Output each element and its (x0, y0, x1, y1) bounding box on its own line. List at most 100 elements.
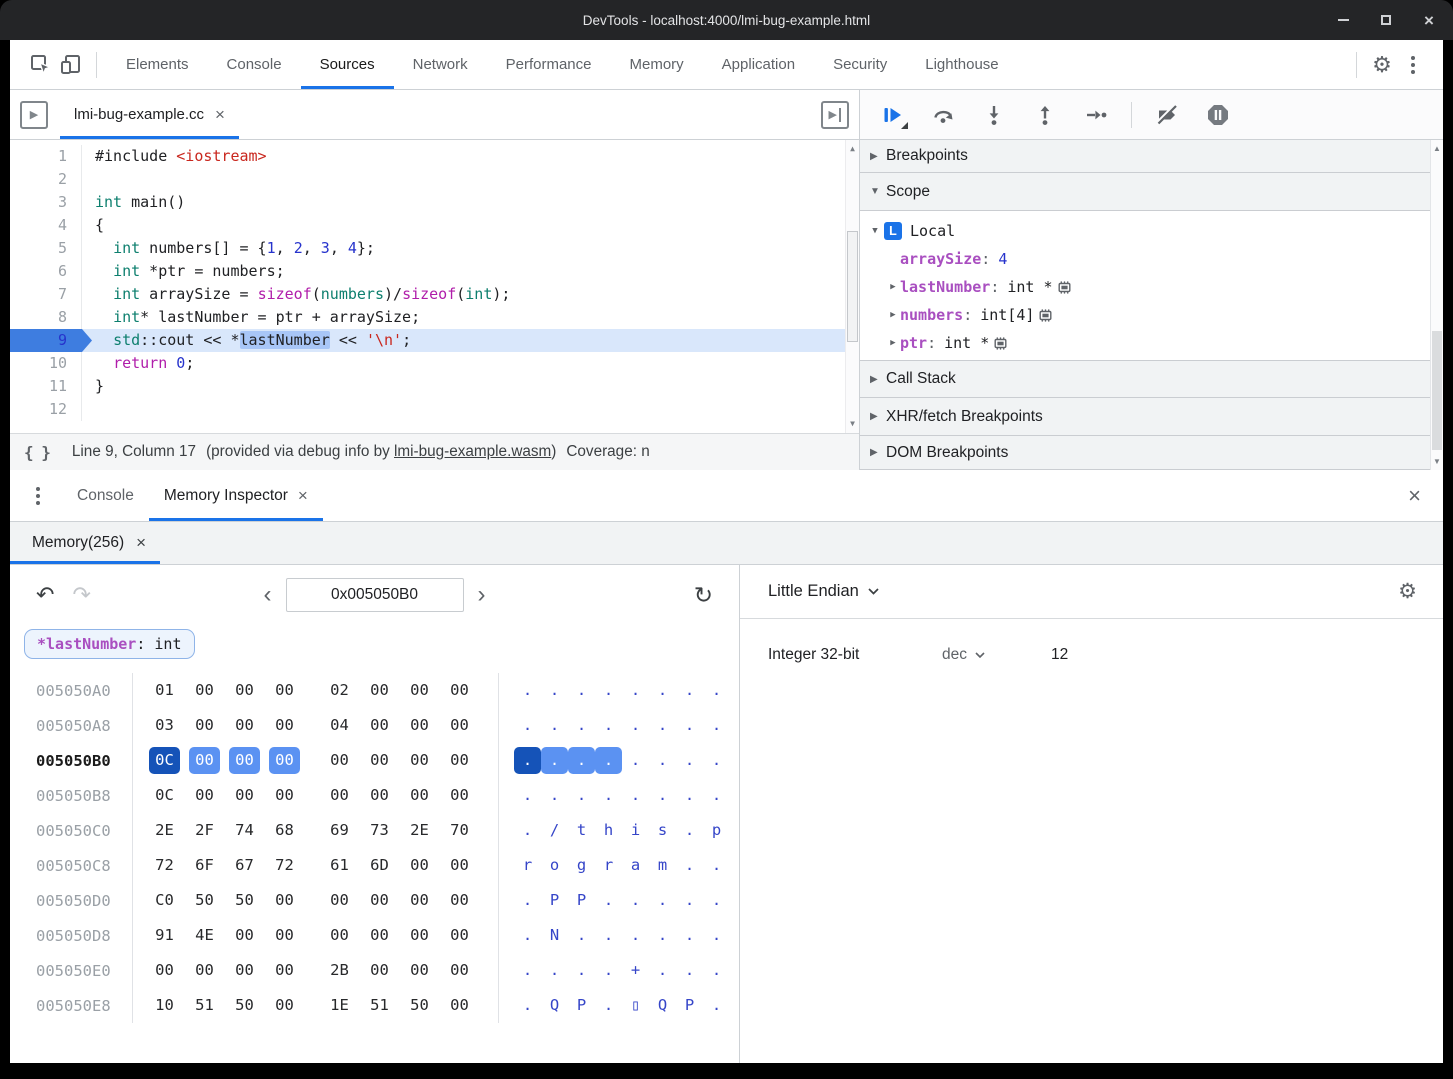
hex-byte[interactable]: 00 (275, 716, 294, 734)
sidebar-scrollbar-thumb[interactable] (1432, 331, 1442, 451)
highlight-chip[interactable]: *lastNumber: int (24, 629, 195, 659)
hex-byte[interactable]: 2B (330, 961, 349, 979)
hex-byte[interactable]: 00 (370, 786, 389, 804)
hex-byte[interactable]: 00 (269, 747, 300, 774)
hex-byte[interactable]: 00 (450, 751, 469, 769)
scroll-up-icon[interactable]: ▲ (1433, 144, 1441, 153)
line-number[interactable]: 8 (10, 306, 82, 329)
hex-byte[interactable]: 00 (370, 716, 389, 734)
endianness-select[interactable]: Little Endian (768, 582, 879, 601)
line-number[interactable]: 6 (10, 260, 82, 283)
inspect-element-button[interactable] (26, 50, 56, 80)
tab-close-icon[interactable]: × (297, 486, 308, 505)
panel-tab-network[interactable]: Network (412, 56, 468, 73)
hex-byte[interactable]: 00 (450, 856, 469, 874)
hex-byte[interactable]: 00 (195, 716, 214, 734)
hex-byte[interactable]: 01 (155, 681, 174, 699)
open-in-memory-inspector-icon[interactable] (1037, 308, 1054, 323)
panel-tab-application[interactable]: Application (721, 56, 796, 73)
expand-arrow-icon[interactable]: ▶ (890, 338, 896, 348)
window-close-button[interactable]: × (1424, 10, 1434, 30)
debugger-pane-toggle-icon[interactable]: ▶ (821, 100, 849, 129)
scope-variable-numbers[interactable]: ▶ numbers: int[4] (860, 301, 1443, 329)
hex-byte[interactable]: 02 (330, 681, 349, 699)
panel-tab-performance[interactable]: Performance (505, 56, 592, 73)
hex-byte[interactable]: 6D (370, 856, 389, 874)
section-scope[interactable]: ▼ Scope (860, 173, 1443, 211)
hex-byte[interactable]: 00 (410, 856, 429, 874)
line-number[interactable]: 2 (10, 168, 82, 191)
hex-byte[interactable]: 03 (155, 716, 174, 734)
previous-page-icon[interactable]: ‹ (263, 581, 272, 608)
hex-byte[interactable]: 00 (275, 681, 294, 699)
hex-byte[interactable]: 00 (195, 961, 214, 979)
hex-byte[interactable]: 00 (370, 926, 389, 944)
hex-byte[interactable]: 00 (275, 786, 294, 804)
panel-tab-elements[interactable]: Elements (126, 56, 189, 73)
hex-byte[interactable]: 00 (370, 751, 389, 769)
hex-byte[interactable]: 00 (370, 891, 389, 909)
hex-byte[interactable]: 00 (330, 786, 349, 804)
hex-byte[interactable]: 51 (195, 996, 214, 1014)
hex-byte[interactable]: 00 (410, 681, 429, 699)
hex-byte[interactable]: 00 (450, 961, 469, 979)
device-toolbar-button[interactable] (56, 50, 86, 80)
hex-byte[interactable]: 91 (155, 926, 174, 944)
panel-tab-lighthouse[interactable]: Lighthouse (925, 56, 999, 73)
hex-byte[interactable]: 00 (450, 926, 469, 944)
hex-byte[interactable]: 2E (410, 821, 429, 839)
drawer-tab-console[interactable]: Console (77, 486, 134, 504)
memory-tab[interactable]: Memory(256) × (10, 522, 160, 564)
navigator-toggle-icon[interactable]: ▶ (20, 100, 48, 129)
line-number[interactable]: 10 (10, 352, 82, 375)
history-back-icon[interactable]: ↶ (36, 582, 55, 607)
hex-byte[interactable]: 00 (235, 681, 254, 699)
file-tab[interactable]: lmi-bug-example.cc × (60, 90, 239, 139)
hex-byte[interactable]: 00 (275, 961, 294, 979)
hex-byte[interactable]: 00 (229, 747, 260, 774)
hex-byte[interactable]: 04 (330, 716, 349, 734)
panel-tab-sources[interactable]: Sources (301, 40, 394, 89)
hex-byte[interactable]: 50 (235, 996, 254, 1014)
file-tab-close-icon[interactable]: × (215, 105, 225, 124)
hex-byte[interactable]: 00 (450, 996, 469, 1014)
hex-byte[interactable]: 00 (410, 926, 429, 944)
hex-byte[interactable]: 73 (370, 821, 389, 839)
scroll-down-icon[interactable]: ▼ (1433, 457, 1441, 466)
hex-byte[interactable]: 00 (370, 681, 389, 699)
scope-local-row[interactable]: ▼ L Local (860, 217, 1443, 245)
hex-byte[interactable]: 61 (330, 856, 349, 874)
editor-scrollbar-thumb[interactable] (847, 230, 858, 343)
expand-arrow-icon[interactable]: ▶ (890, 282, 896, 292)
hex-byte[interactable]: 00 (235, 716, 254, 734)
more-options-menu-icon[interactable] (1397, 50, 1429, 80)
hex-byte[interactable]: 10 (155, 996, 174, 1014)
hex-byte[interactable]: 0C (149, 747, 180, 774)
hex-byte[interactable]: 00 (275, 926, 294, 944)
hex-byte[interactable]: 00 (275, 891, 294, 909)
hex-byte[interactable]: 68 (275, 821, 294, 839)
address-input[interactable] (285, 578, 464, 612)
hex-byte[interactable]: 67 (235, 856, 254, 874)
drawer-menu-icon[interactable] (22, 481, 54, 511)
hex-byte[interactable]: 50 (235, 891, 254, 909)
hex-byte[interactable]: 00 (155, 961, 174, 979)
hex-byte[interactable]: 00 (235, 786, 254, 804)
line-number[interactable]: 9 (10, 329, 82, 352)
format-select[interactable]: dec (942, 646, 985, 664)
hex-byte[interactable]: 00 (235, 961, 254, 979)
hex-byte[interactable]: 00 (189, 747, 220, 774)
line-number[interactable]: 5 (10, 237, 82, 260)
line-number[interactable]: 1 (10, 145, 82, 168)
interpreter-settings-gear-icon[interactable]: ⚙ (1398, 580, 1417, 603)
scope-variable-lastNumber[interactable]: ▶ lastNumber: int * (860, 273, 1443, 301)
hex-byte[interactable]: 00 (450, 891, 469, 909)
hex-byte[interactable]: 00 (195, 681, 214, 699)
hex-byte[interactable]: 6F (195, 856, 214, 874)
panel-tab-console[interactable]: Console (226, 56, 282, 73)
hex-byte[interactable]: 00 (370, 961, 389, 979)
drawer-close-icon[interactable]: × (1408, 482, 1421, 508)
settings-gear-icon[interactable]: ⚙ (1372, 51, 1392, 77)
code-editor[interactable]: 1 #include <iostream> 2 3 int main() 4{5 int … (10, 140, 859, 433)
hex-byte[interactable]: 00 (235, 926, 254, 944)
